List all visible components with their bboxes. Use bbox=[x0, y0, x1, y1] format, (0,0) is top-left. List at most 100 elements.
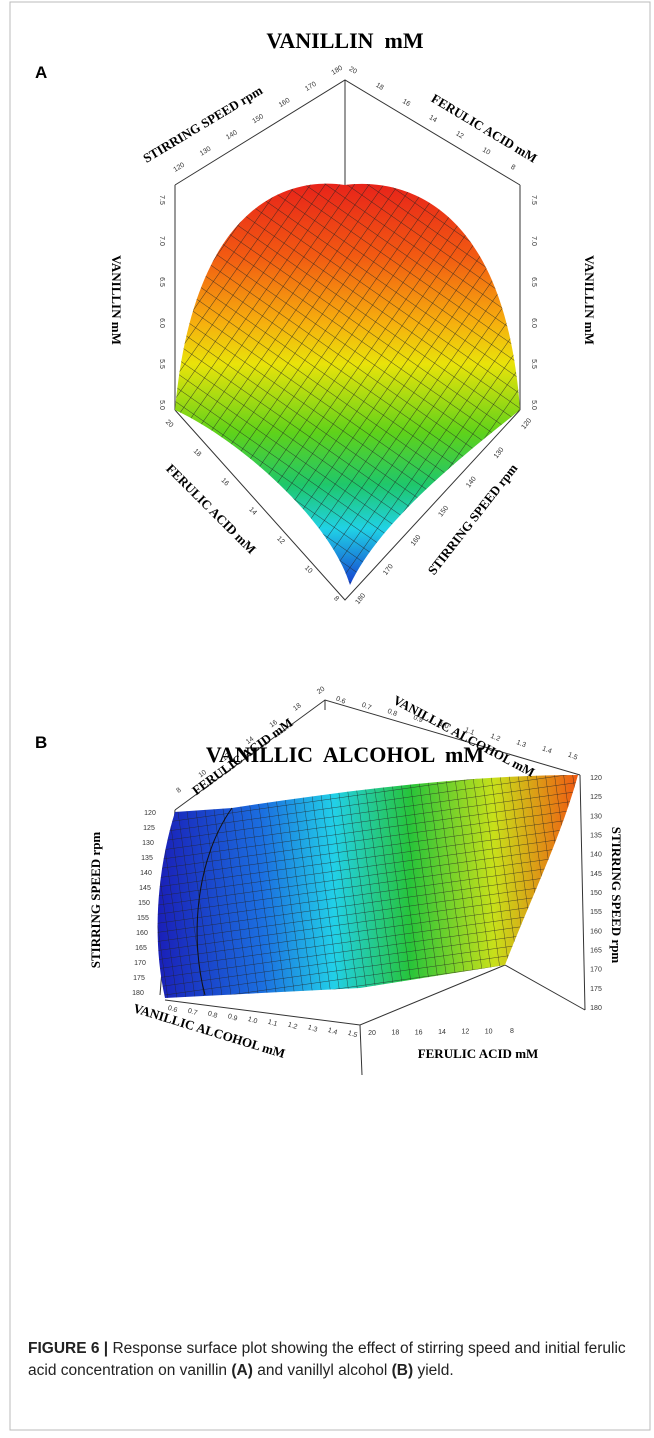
tick-label: 150 bbox=[251, 113, 265, 125]
tick-label: 0.9 bbox=[227, 1013, 238, 1023]
caption-text: and vanillyl alcohol bbox=[252, 1362, 392, 1379]
tick-label: 18 bbox=[391, 1030, 399, 1037]
panel-letter: B bbox=[35, 733, 47, 752]
tick-label: 0.8 bbox=[386, 708, 398, 718]
tick-label: 1.4 bbox=[541, 745, 553, 755]
tick-label: 125 bbox=[143, 825, 155, 832]
tick-label: 6.5 bbox=[158, 277, 165, 287]
tick-label: 12 bbox=[454, 130, 464, 140]
tick-label: 135 bbox=[141, 855, 153, 862]
panel-letter: A bbox=[35, 63, 47, 82]
tick-label: 140 bbox=[225, 129, 239, 141]
tick-label: 155 bbox=[590, 909, 602, 916]
caption: FIGURE 6 | Response surface plot showing… bbox=[28, 1338, 628, 1382]
tick-label: 1.1 bbox=[267, 1019, 278, 1029]
tick-label: 130 bbox=[493, 446, 506, 460]
tick-label: 150 bbox=[138, 900, 150, 907]
tick-label: 10 bbox=[481, 147, 491, 157]
tick-label: 1.5 bbox=[567, 752, 579, 762]
caption-text: yield. bbox=[413, 1362, 454, 1379]
tick-label: 120 bbox=[172, 162, 186, 174]
tick-label: 12 bbox=[461, 1029, 469, 1036]
tick-label: 170 bbox=[590, 967, 602, 974]
tick-label: 14 bbox=[438, 1029, 446, 1036]
tick-label: 1.4 bbox=[327, 1027, 338, 1037]
tick-label: 120 bbox=[520, 417, 533, 431]
tick-label: 1.3 bbox=[307, 1024, 318, 1034]
axis-label: STIRRING SPEED rpm bbox=[609, 827, 624, 964]
tick-label: 140 bbox=[140, 870, 152, 877]
tick-label: 160 bbox=[590, 928, 602, 935]
tick-label: 125 bbox=[590, 794, 602, 801]
tick-label: 145 bbox=[139, 885, 151, 892]
tick-label: 7.5 bbox=[530, 195, 537, 205]
tick-label: 0.9 bbox=[412, 714, 424, 724]
tick-label: 0.7 bbox=[361, 702, 373, 712]
tick-label: 16 bbox=[219, 477, 230, 488]
tick-label: 16 bbox=[401, 98, 411, 108]
tick-label: 8 bbox=[175, 787, 182, 795]
tick-label: 140 bbox=[590, 852, 602, 859]
tick-label: 6.0 bbox=[158, 318, 165, 328]
tick-label: 135 bbox=[590, 833, 602, 840]
tick-label: 7.0 bbox=[530, 236, 537, 246]
caption-ref: (B) bbox=[391, 1362, 414, 1379]
tick-label: 5.0 bbox=[158, 400, 165, 410]
tick-label: 0.6 bbox=[335, 696, 347, 706]
tick-label: 16 bbox=[415, 1029, 423, 1036]
tick-label: 175 bbox=[133, 975, 145, 982]
tick-label: 170 bbox=[134, 960, 146, 967]
mesh-a bbox=[175, 183, 520, 585]
axis-label: VANILLIN mM bbox=[109, 255, 124, 345]
tick-label: 145 bbox=[590, 871, 602, 878]
tick-label: 8 bbox=[510, 1028, 514, 1035]
tick-label: 1.1 bbox=[464, 727, 476, 737]
tick-label: 5.5 bbox=[530, 359, 537, 369]
tick-label: 7.5 bbox=[158, 195, 165, 205]
tick-label: 165 bbox=[590, 948, 602, 955]
tick-label: 1.3 bbox=[515, 739, 527, 749]
caption-ref: (A) bbox=[231, 1362, 253, 1379]
tick-label: 14 bbox=[247, 506, 258, 517]
tick-label: 16 bbox=[269, 719, 280, 729]
tick-label: 1.2 bbox=[489, 733, 501, 743]
tick-label: 18 bbox=[292, 702, 303, 712]
tick-label: 160 bbox=[136, 930, 148, 937]
tick-label: 150 bbox=[590, 890, 602, 897]
tick-label: 1.5 bbox=[347, 1030, 358, 1040]
tick-label: 0.6 bbox=[167, 1005, 178, 1015]
tick-label: 6.0 bbox=[530, 318, 537, 328]
tick-label: 1.2 bbox=[287, 1021, 298, 1031]
tick-label: 8 bbox=[332, 595, 340, 603]
tick-label: 130 bbox=[199, 145, 213, 157]
tick-label: 12 bbox=[275, 535, 286, 546]
tick-label: 20 bbox=[348, 66, 358, 76]
tick-label: 1.0 bbox=[438, 720, 450, 730]
tick-label: 175 bbox=[590, 986, 602, 993]
tick-label: 7.0 bbox=[158, 236, 165, 246]
axis-label: FERULIC ACID mM bbox=[163, 461, 259, 557]
axis-label: STIRRING SPEED rpm bbox=[88, 832, 103, 969]
axis-label: FERULIC ACID mM bbox=[418, 1046, 539, 1061]
tick-label: 0.7 bbox=[187, 1008, 198, 1018]
tick-label: 180 bbox=[132, 990, 144, 997]
tick-label: 1.0 bbox=[247, 1016, 258, 1026]
tick-label: 14 bbox=[428, 114, 438, 124]
tick-label: 170 bbox=[304, 81, 318, 93]
axis-label: VANILLIN mM bbox=[582, 255, 597, 345]
panel-title: VANILLIN mM bbox=[266, 28, 424, 53]
tick-label: 120 bbox=[590, 775, 602, 782]
panel-title: VANILLIC ALCOHOL mM bbox=[206, 742, 485, 767]
tick-label: 20 bbox=[164, 419, 175, 430]
tick-label: 10 bbox=[303, 565, 314, 576]
tick-label: 5.5 bbox=[158, 359, 165, 369]
mesh-b bbox=[157, 775, 578, 998]
tick-label: 165 bbox=[135, 945, 147, 952]
tick-label: 8 bbox=[509, 164, 516, 172]
tick-label: 160 bbox=[278, 97, 292, 109]
tick-label: 12 bbox=[221, 752, 232, 762]
caption-text: Response surface plot showing the effect… bbox=[28, 1340, 626, 1379]
tick-label: 180 bbox=[590, 1005, 602, 1012]
